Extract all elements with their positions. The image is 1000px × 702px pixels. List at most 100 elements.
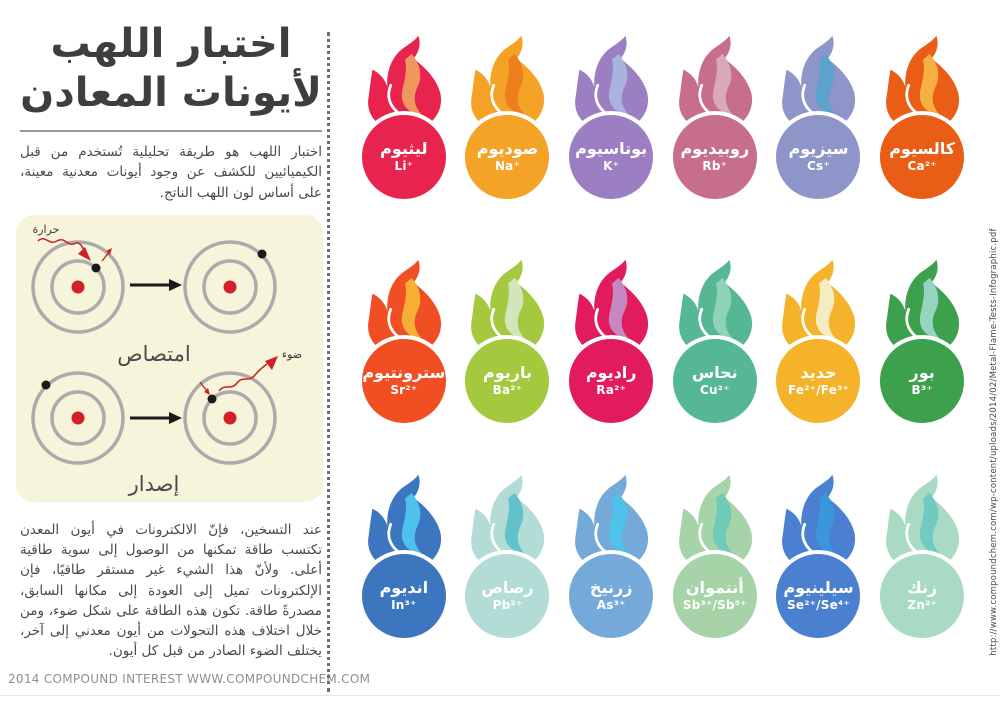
flame-inner-wisp	[505, 277, 525, 338]
nucleus	[223, 280, 237, 294]
emission-label: إصدار	[128, 472, 180, 497]
flame-icon	[367, 35, 441, 133]
element-circle: ليثيوم Li⁺	[357, 111, 450, 203]
element-cell: زنك Zn²⁺	[870, 469, 974, 684]
element-name: زرنيخ	[589, 577, 633, 597]
element-ion: Pb²⁺	[492, 598, 523, 613]
bottom-rule	[0, 695, 1000, 696]
flame-icon	[471, 259, 545, 357]
flame-highlight	[698, 522, 710, 553]
element-cell: صوديوم Na⁺	[456, 30, 560, 254]
left-panel: اختبار اللهب لأيونات المعادن اختبار الله…	[16, 0, 326, 702]
flame-inner-wisp	[401, 53, 422, 114]
element-name: انديوم	[379, 577, 429, 597]
flame-inner-wisp	[919, 53, 940, 114]
flame-icon	[782, 474, 856, 572]
nucleus	[71, 280, 85, 294]
element-circle: راديوم Ra²⁺	[565, 335, 658, 427]
element-cell: روبيديوم Rb⁺	[663, 30, 767, 254]
element-name: باريوم	[482, 362, 532, 382]
flame-inner-wisp	[816, 53, 836, 114]
page-title: اختبار اللهب لأيونات المعادن	[16, 20, 326, 118]
element-ion: In³⁺	[391, 598, 417, 613]
element-circle: رصاص Pb²⁺	[461, 550, 554, 642]
element-ion: Cu²⁺	[699, 383, 730, 398]
element-cell: بوتاسيوم K⁺	[559, 30, 663, 254]
flame-highlight	[387, 307, 399, 338]
flame-icon	[575, 35, 649, 133]
footer-credit: 2014 COMPOUND INTEREST WWW.COMPOUNDCHEM.…	[8, 672, 371, 686]
emission-arrow	[130, 411, 182, 424]
element-circle: كالسيوم Ca²⁺	[876, 111, 969, 203]
flame-highlight	[490, 307, 503, 338]
atom-emission-after	[183, 355, 278, 465]
element-ion: Ba²⁺	[492, 383, 523, 398]
flame-icon	[575, 474, 649, 572]
element-name: سترونتيوم	[362, 362, 446, 382]
flame-icon	[471, 474, 545, 572]
flame-highlight	[905, 307, 917, 338]
element-ion: Ca²⁺	[907, 159, 937, 174]
element-cell: راديوم Ra²⁺	[559, 254, 663, 469]
element-circle: حديد Fe²⁺/Fe³⁺	[772, 335, 865, 427]
flame-icon	[367, 474, 441, 572]
light-arrowhead	[265, 355, 278, 370]
element-circle: باريوم Ba²⁺	[461, 335, 554, 427]
element-cell: سيلينيوم Se²⁺/Se⁴⁺	[767, 469, 871, 684]
element-cell: رصاص Pb²⁺	[456, 469, 560, 684]
source-url: http://www.compoundchem.com/wp-content/u…	[989, 228, 999, 656]
flame-inner-wisp	[401, 277, 422, 338]
flame-inner-wisp	[816, 492, 836, 553]
electron-jump-arrowhead	[106, 247, 112, 255]
element-ion: Zn²⁺	[907, 598, 937, 613]
element-circle: سيلينيوم Se²⁺/Se⁴⁺	[772, 550, 865, 642]
heat-arrowhead	[78, 246, 91, 261]
element-ion: K⁺	[603, 159, 620, 174]
flame-icon	[575, 259, 649, 357]
element-cell: بور B³⁺	[870, 254, 974, 469]
heat-label: حرارة	[32, 223, 59, 236]
flame-icon	[471, 35, 545, 133]
absorption-arrow	[130, 278, 182, 291]
element-name: أنتموان	[685, 577, 744, 597]
element-ion: Rb⁺	[702, 159, 728, 174]
element-name: ليثيوم	[380, 138, 428, 158]
element-cell: باريوم Ba²⁺	[456, 254, 560, 469]
flame-inner-wisp	[608, 53, 629, 114]
page-title-line1: اختبار اللهب	[50, 21, 292, 67]
element-ion: Na⁺	[494, 159, 521, 174]
atom-emission-before	[31, 371, 125, 465]
flame-icon	[678, 259, 752, 357]
flame-highlight	[594, 83, 606, 114]
element-ion: Fe²⁺/Fe³⁺	[787, 383, 850, 398]
flame-icon	[678, 35, 752, 133]
electron	[207, 394, 217, 404]
element-ion: Sb³⁺/Sb⁵⁺	[682, 598, 747, 613]
element-name: راديوم	[585, 362, 637, 382]
element-circle: بوتاسيوم K⁺	[565, 111, 658, 203]
element-circle: سيزيوم Cs⁺	[772, 111, 865, 203]
flame-highlight	[387, 522, 399, 553]
element-cell: أنتموان Sb³⁺/Sb⁵⁺	[663, 469, 767, 684]
flame-highlight	[698, 83, 710, 114]
atom-absorption-after	[183, 240, 277, 334]
element-name: نحاس	[692, 362, 738, 382]
flame-inner-wisp	[919, 277, 940, 338]
element-name: صوديوم	[476, 138, 539, 158]
element-ion: Cs⁺	[807, 159, 830, 174]
element-cell: انديوم In³⁺	[352, 469, 456, 684]
flame-inner-wisp	[608, 277, 629, 338]
flame-inner-wisp	[712, 492, 732, 553]
element-cell: حديد Fe²⁺/Fe³⁺	[767, 254, 871, 469]
flame-icon	[886, 474, 960, 572]
flame-highlight	[801, 522, 814, 553]
light-label: ضوء	[282, 348, 302, 361]
flame-highlight	[905, 522, 917, 553]
flame-inner-wisp	[608, 492, 629, 553]
flame-icon	[886, 35, 960, 133]
element-name: رصاص	[481, 577, 534, 597]
element-name: زنك	[907, 577, 938, 597]
element-name: روبيديوم	[680, 138, 750, 158]
element-cell: نحاس Cu²⁺	[663, 254, 767, 469]
element-cell: ليثيوم Li⁺	[352, 30, 456, 254]
